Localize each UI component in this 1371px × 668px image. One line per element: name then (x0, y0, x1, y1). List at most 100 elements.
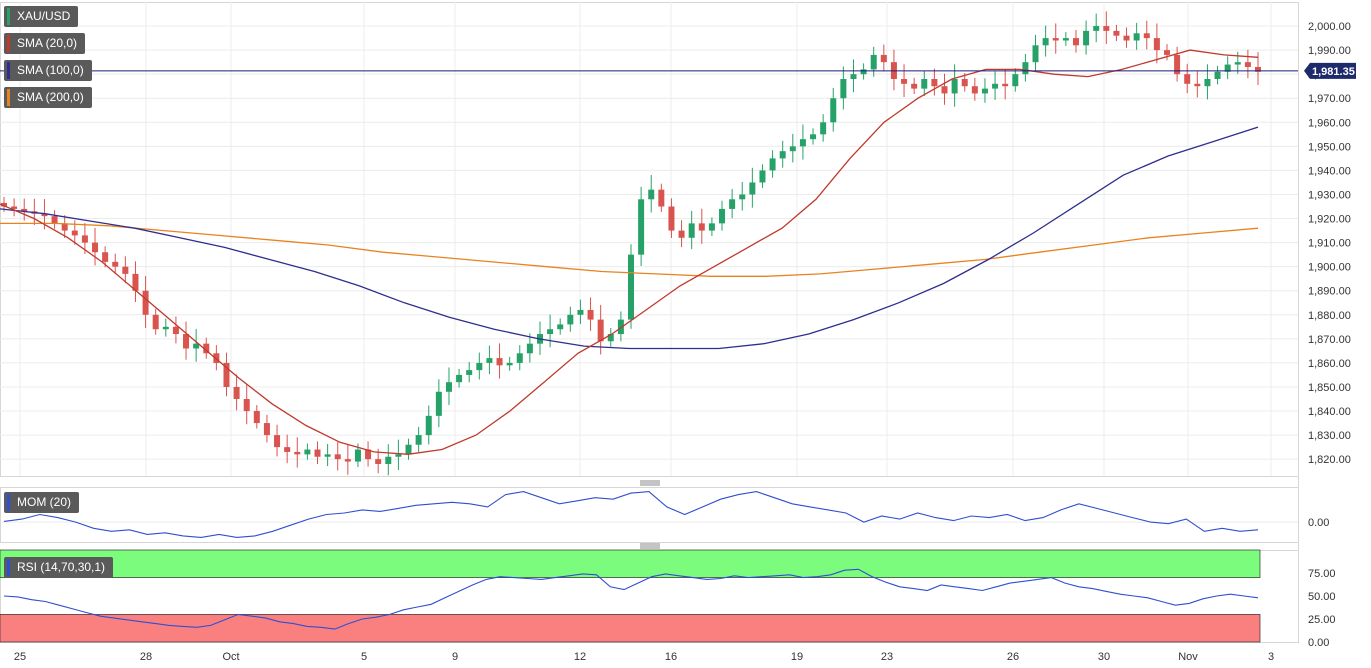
candle-body (739, 194, 746, 200)
candle-body (708, 223, 715, 231)
candle-body (365, 449, 372, 460)
price-axis-tick: 1,920.00 (1308, 214, 1351, 226)
legend-mom[interactable]: MOM (20) (4, 492, 79, 513)
price-axis-tick: 1,890.00 (1308, 286, 1351, 298)
legend-symbol[interactable]: XAU/USD (4, 6, 79, 27)
candle-body (1163, 50, 1170, 55)
legend-sma20[interactable]: SMA (20,0) (4, 33, 86, 54)
candle-body (375, 459, 382, 464)
candle-body (992, 83, 999, 89)
legend-rsi[interactable]: RSI (14,70,30,1) (4, 557, 114, 578)
date-axis-tick: 25 (14, 651, 26, 663)
candle-body (294, 451, 301, 455)
date-axis-tick: Oct (222, 651, 239, 663)
candle-body (263, 423, 270, 436)
sma100-swatch (7, 62, 10, 79)
candle-body (183, 334, 190, 349)
rsi-axis-tick: 50.00 (1308, 591, 1336, 603)
legend-sma100[interactable]: SMA (100,0) (4, 60, 92, 81)
candle-body (1184, 74, 1191, 84)
date-axis-tick: 3 (1268, 651, 1274, 663)
candle-body (628, 254, 634, 320)
candle-body (749, 182, 756, 195)
mom-line (3, 491, 1259, 538)
price-axis-tick: 1,870.00 (1308, 334, 1351, 346)
candle-body (1042, 38, 1049, 46)
candle-body (678, 230, 685, 238)
candle-body (284, 447, 291, 452)
mom-axis-tick: 0.00 (1308, 517, 1329, 529)
candle-body (597, 319, 604, 342)
candle-body (51, 216, 58, 224)
candle-body (557, 324, 564, 330)
candle-body (951, 78, 958, 94)
price-panel (0, 2, 1299, 477)
candle-body (415, 435, 422, 445)
candle-body (830, 98, 837, 123)
price-axis-tick: 1,970.00 (1308, 93, 1351, 105)
candle-body (607, 334, 614, 342)
price-axis-tick: 1,910.00 (1308, 238, 1351, 250)
candle-body (193, 343, 200, 349)
candle-body (789, 146, 796, 152)
rsi-overbought-zone (0, 549, 1261, 578)
candle-body (1153, 38, 1160, 51)
panel-resize-handle[interactable] (640, 480, 660, 486)
price-axis-tick: 1,860.00 (1308, 358, 1351, 370)
price-axis-tick: 2,000.00 (1308, 21, 1351, 33)
candle-body (385, 456, 392, 464)
candle-body (344, 459, 351, 462)
candle-body (1052, 38, 1059, 41)
candle-body (638, 199, 645, 255)
rsi-swatch (7, 559, 10, 576)
candle-body (981, 88, 988, 94)
candle-body (334, 454, 341, 460)
candle-body (11, 206, 18, 209)
rsi-line (3, 568, 1259, 630)
candle-body (1204, 78, 1211, 87)
candle-body (698, 223, 705, 231)
candle-body (577, 309, 584, 315)
candle-body (547, 329, 554, 335)
candle-body (516, 353, 523, 363)
candle-body (233, 386, 240, 400)
price-axis-tick: 1,880.00 (1308, 310, 1351, 322)
candle-body (172, 326, 179, 335)
candle-body (405, 444, 412, 455)
sma20-swatch (7, 35, 10, 52)
candle-body (1022, 62, 1029, 75)
candle-body (1113, 30, 1120, 36)
candle-body (1143, 33, 1150, 39)
candle-body (719, 208, 726, 224)
candle-body (1244, 62, 1251, 67)
panel-resize-handle[interactable] (640, 543, 660, 549)
date-axis-tick: 5 (361, 651, 367, 663)
candle-body (142, 290, 149, 315)
candle-body (1214, 71, 1221, 79)
candle-body (456, 374, 463, 383)
candle-body (1103, 26, 1110, 31)
candle-body (314, 449, 321, 457)
candle-body (162, 326, 169, 330)
candle-body (971, 86, 978, 94)
date-axis-tick: 30 (1098, 651, 1110, 663)
rsi-axis-tick: 75.00 (1308, 568, 1336, 580)
candle-body (466, 370, 473, 375)
candle-body (1234, 62, 1241, 65)
candle-body (860, 69, 867, 75)
candle-body (648, 189, 655, 200)
candle-body (71, 230, 78, 236)
date-axis-tick: 9 (452, 651, 458, 663)
price-axis-tick: 1,960.00 (1308, 117, 1351, 129)
candle-body (395, 454, 402, 457)
candle-body (526, 343, 533, 354)
date-axis-tick: 12 (574, 651, 586, 663)
candle-body (21, 208, 28, 212)
sma100-line (0, 126, 1259, 350)
candle-body (1224, 64, 1231, 72)
candle-body (435, 391, 442, 416)
candle-body (880, 54, 887, 63)
candle-body (476, 362, 483, 371)
sma20-line (0, 49, 1259, 455)
legend-sma200[interactable]: SMA (200,0) (4, 87, 92, 108)
